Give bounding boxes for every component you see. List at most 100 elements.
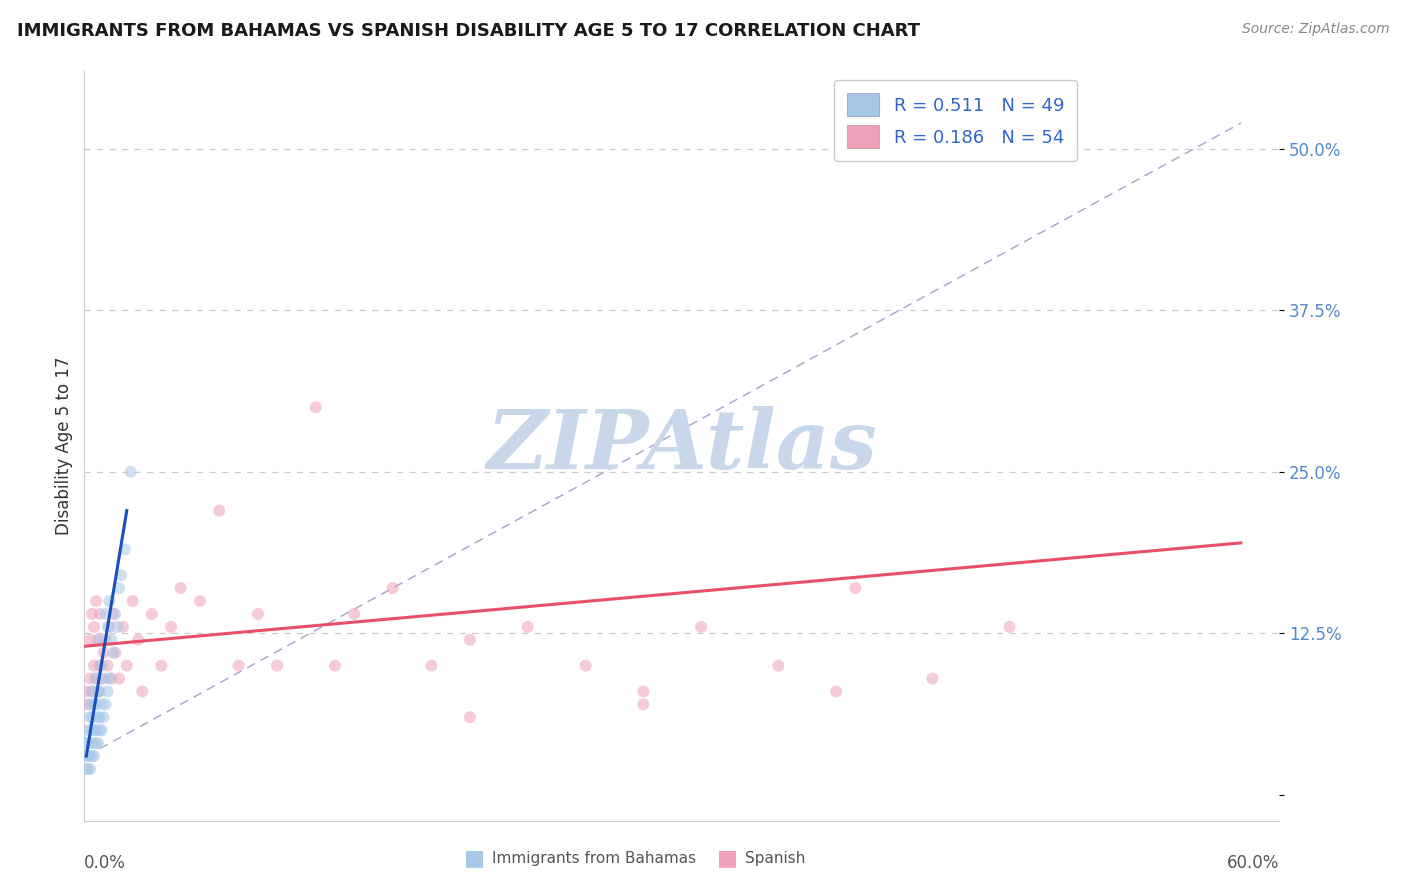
Point <box>98 672 121 686</box>
Point <box>84 723 107 738</box>
Point <box>94 698 117 712</box>
Point <box>110 568 132 582</box>
Text: 60.0%: 60.0% <box>1227 855 1279 872</box>
Point <box>79 698 101 712</box>
Point <box>79 749 101 764</box>
Point <box>120 465 142 479</box>
Point <box>141 607 163 621</box>
Point <box>89 710 111 724</box>
Point <box>420 658 443 673</box>
Point <box>87 710 110 724</box>
Text: ■: ■ <box>464 848 485 868</box>
Point <box>844 581 866 595</box>
Point <box>208 503 231 517</box>
Point <box>80 736 103 750</box>
Point <box>89 658 111 673</box>
Point <box>633 684 655 698</box>
Point <box>89 607 111 621</box>
Point <box>458 632 481 647</box>
Point <box>75 736 97 750</box>
Point <box>633 698 655 712</box>
Point <box>93 672 115 686</box>
Point <box>458 710 481 724</box>
Point <box>80 710 103 724</box>
Point <box>343 607 366 621</box>
Point <box>83 749 105 764</box>
Point <box>79 632 101 647</box>
Legend: R = 0.511   N = 49, R = 0.186   N = 54: R = 0.511 N = 49, R = 0.186 N = 54 <box>834 80 1077 161</box>
Point <box>246 607 269 621</box>
Point <box>83 620 105 634</box>
Point <box>108 581 131 595</box>
Point <box>228 658 250 673</box>
Text: ZIPAtlas: ZIPAtlas <box>486 406 877 486</box>
Point <box>79 723 101 738</box>
Point <box>96 684 118 698</box>
Point <box>80 749 103 764</box>
Point <box>305 401 328 415</box>
Point <box>75 749 97 764</box>
Point <box>87 736 110 750</box>
Point <box>83 698 105 712</box>
Point <box>115 658 138 673</box>
Point <box>100 672 122 686</box>
Point <box>381 581 404 595</box>
Text: IMMIGRANTS FROM BAHAMAS VS SPANISH DISABILITY AGE 5 TO 17 CORRELATION CHART: IMMIGRANTS FROM BAHAMAS VS SPANISH DISAB… <box>17 22 920 40</box>
Point <box>77 762 100 776</box>
Point <box>93 710 115 724</box>
Point <box>90 698 112 712</box>
Point <box>90 672 112 686</box>
Point <box>77 723 100 738</box>
Point <box>105 620 128 634</box>
Point <box>103 646 125 660</box>
Point <box>150 658 173 673</box>
Point <box>94 607 117 621</box>
Point <box>690 620 713 634</box>
Point <box>108 672 131 686</box>
Point <box>188 594 211 608</box>
Point <box>77 749 100 764</box>
Point <box>768 658 790 673</box>
Point <box>98 594 121 608</box>
Point <box>77 736 100 750</box>
Text: Immigrants from Bahamas: Immigrants from Bahamas <box>492 851 696 865</box>
Point <box>77 698 100 712</box>
Point <box>103 607 125 621</box>
Point <box>104 646 127 660</box>
Point <box>131 684 153 698</box>
Point <box>170 581 193 595</box>
Point <box>90 658 112 673</box>
Point <box>825 684 848 698</box>
Point <box>89 684 111 698</box>
Point <box>121 594 143 608</box>
Point <box>87 684 110 698</box>
Point <box>80 684 103 698</box>
Point <box>160 620 183 634</box>
Text: 0.0%: 0.0% <box>84 855 127 872</box>
Point <box>93 646 115 660</box>
Point <box>90 723 112 738</box>
Point <box>98 620 121 634</box>
Point <box>89 632 111 647</box>
Point <box>998 620 1021 634</box>
Point <box>84 672 107 686</box>
Point <box>127 632 149 647</box>
Text: Source: ZipAtlas.com: Source: ZipAtlas.com <box>1241 22 1389 37</box>
Point <box>266 658 288 673</box>
Point <box>75 684 97 698</box>
Point <box>84 594 107 608</box>
Text: Spanish: Spanish <box>745 851 806 865</box>
Point <box>79 710 101 724</box>
Point <box>96 658 118 673</box>
Point <box>323 658 346 673</box>
Point <box>79 762 101 776</box>
Point <box>516 620 538 634</box>
Point <box>87 684 110 698</box>
Point <box>84 736 107 750</box>
Y-axis label: Disability Age 5 to 17: Disability Age 5 to 17 <box>55 357 73 535</box>
Point <box>111 620 134 634</box>
Point <box>89 723 111 738</box>
Point <box>83 658 105 673</box>
Point <box>96 620 118 634</box>
Point <box>84 698 107 712</box>
